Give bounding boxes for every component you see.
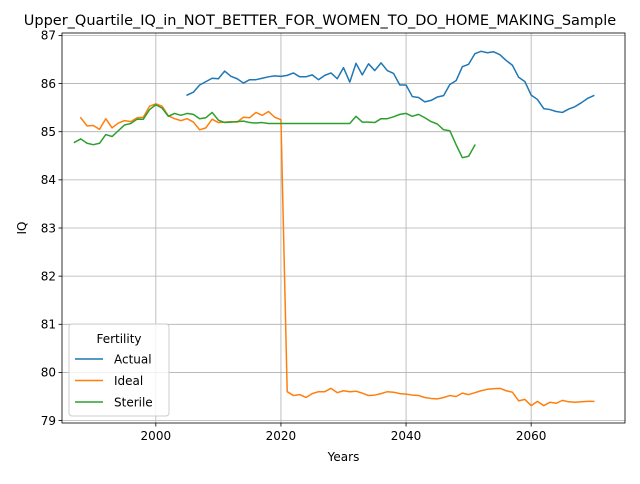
series-line-actual xyxy=(186,50,595,114)
legend: Fertility Actual Ideal Sterile xyxy=(68,323,170,417)
y-tick-label: 79 xyxy=(41,414,56,428)
x-tick-label: 2040 xyxy=(391,429,422,443)
series-line-sterile xyxy=(73,103,476,159)
x-axis-label: Years xyxy=(327,450,360,464)
y-tick-label: 80 xyxy=(41,366,56,380)
legend-title: Fertility xyxy=(96,332,141,346)
legend-label-ideal: Ideal xyxy=(114,374,143,388)
y-axis-ticks: 79 80 81 82 83 84 85 86 87 xyxy=(41,29,62,428)
x-tick-label: 2020 xyxy=(266,429,297,443)
x-tick-label: 2060 xyxy=(516,429,547,443)
y-tick-label: 86 xyxy=(41,77,56,91)
y-tick-label: 83 xyxy=(41,221,56,235)
legend-label-sterile: Sterile xyxy=(114,395,153,409)
x-axis-ticks: 2000 2020 2040 2060 xyxy=(141,423,547,443)
legend-label-actual: Actual xyxy=(114,352,152,366)
legend-entries: Actual Ideal Sterile xyxy=(75,352,153,409)
y-tick-label: 84 xyxy=(41,173,56,187)
y-tick-label: 85 xyxy=(41,125,56,139)
y-tick-label: 81 xyxy=(41,318,56,332)
y-axis-label: IQ xyxy=(15,222,29,235)
series-lines xyxy=(73,50,595,407)
x-tick-label: 2000 xyxy=(141,429,172,443)
legend-box xyxy=(68,323,170,417)
y-tick-label: 87 xyxy=(41,29,56,43)
grid xyxy=(62,33,625,423)
y-tick-label: 82 xyxy=(41,269,56,283)
chart-title: Upper_Quartile_IQ_in_NOT_BETTER_FOR_WOME… xyxy=(24,13,617,29)
